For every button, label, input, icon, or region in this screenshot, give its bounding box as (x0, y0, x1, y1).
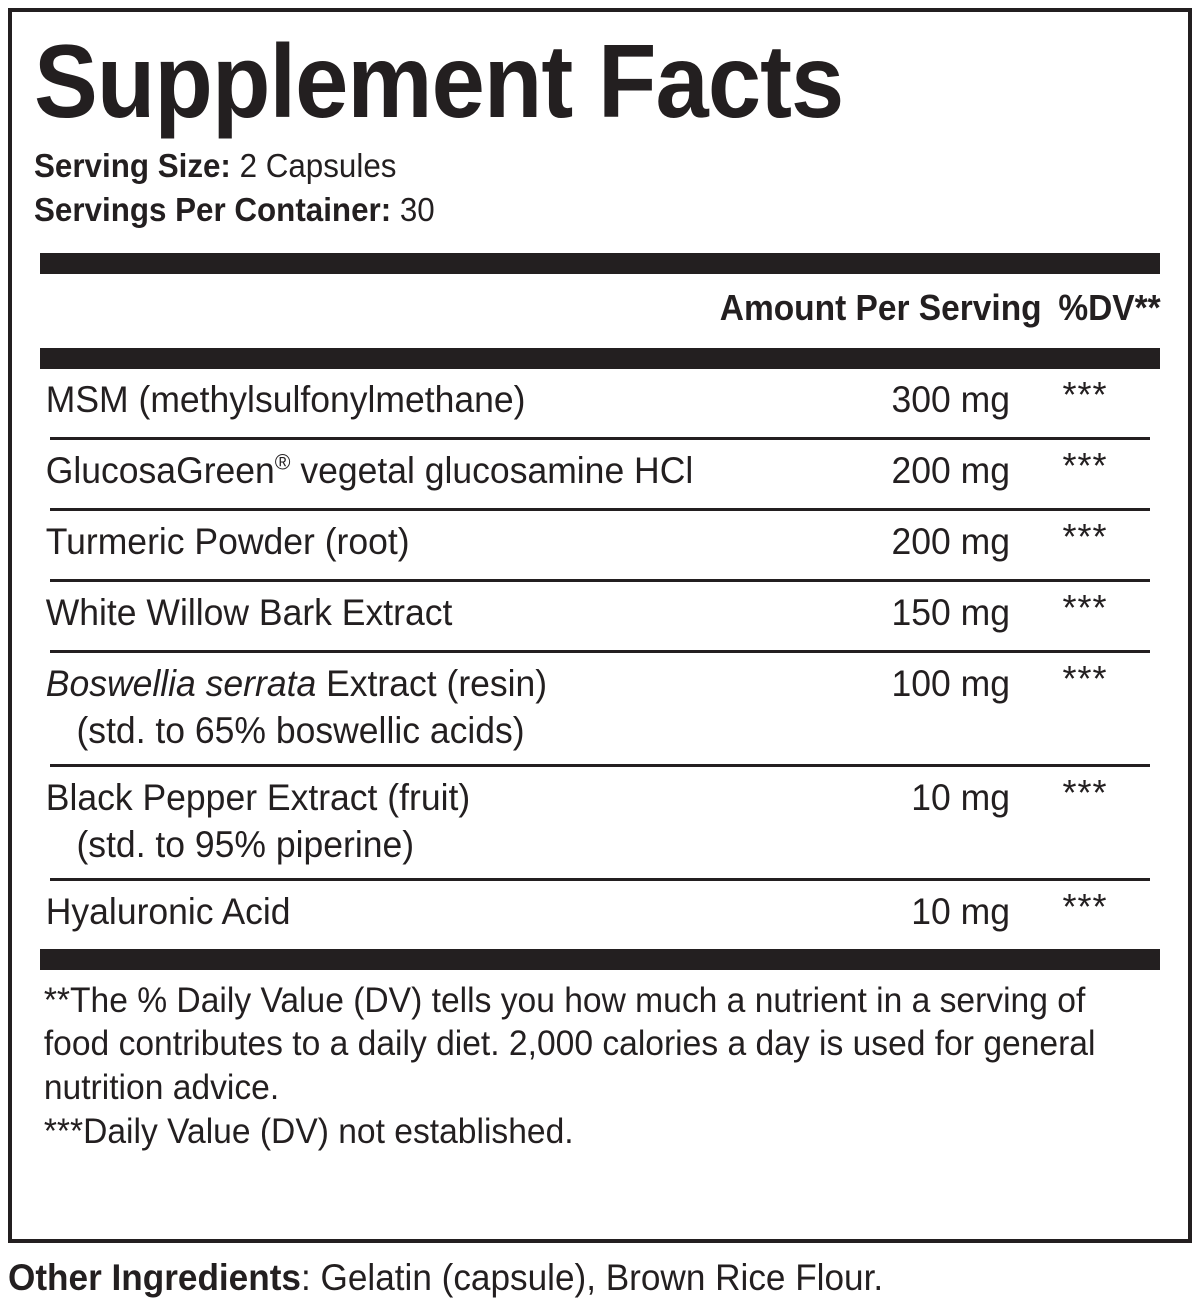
page-title: Supplement Facts (34, 24, 844, 140)
ingredient-daily-value: *** (1062, 771, 1108, 813)
row-separator (50, 508, 1150, 512)
ingredient-standardization-note: (std. to 95% piperine) (76, 824, 415, 866)
ingredient-daily-value: *** (1062, 658, 1108, 700)
footnote-daily-value: **The % Daily Value (DV) tells you how m… (43, 980, 1096, 1108)
row-separator (50, 763, 1150, 767)
ingredient-name-italic: Boswellia serrata (45, 663, 317, 705)
ingredient-daily-value: *** (1062, 885, 1108, 927)
divider-bar-middle (40, 348, 1160, 370)
row-separator (50, 650, 1150, 654)
ingredient-name: GlucosaGreen® vegetal glucosamine HCl (40, 447, 750, 494)
ingredient-daily-value: *** (1062, 374, 1108, 416)
table-row: Black Pepper Extract (fruit) (std. to 95%… (40, 767, 1160, 878)
supplement-facts-panel: Supplement Facts Serving Size: 2 Capsule… (8, 8, 1192, 1243)
ingredient-name-text: White Willow Bark Extract (45, 592, 453, 634)
serving-size-line: Serving Size: 2 Capsules (34, 144, 1113, 188)
other-ingredients: Other Ingredients: Gelatin (capsule), Br… (8, 1256, 1133, 1300)
row-separator (50, 579, 1150, 583)
ingredient-name: Turmeric Powder (root) (40, 518, 750, 565)
ingredient-name-text: Turmeric Powder (root) (45, 521, 410, 563)
servings-per-container-label: Servings Per Container: (34, 190, 392, 228)
serving-size-label: Serving Size: (34, 147, 231, 184)
ingredient-name: Boswellia serrata Extract (resin) (std. t… (40, 660, 750, 755)
table-row: Boswellia serrata Extract (resin) (std. t… (40, 653, 1160, 764)
table-row: GlucosaGreen® vegetal glucosamine HCl 200… (40, 440, 1160, 508)
table-row: Hyaluronic Acid 10 mg *** (40, 881, 1160, 949)
ingredient-amount: 300 mg (891, 379, 1010, 421)
ingredient-daily-value: *** (1062, 587, 1108, 629)
ingredient-name-text: GlucosaGreen (45, 450, 275, 492)
registered-trademark-icon: ® (274, 449, 291, 475)
serving-info: Serving Size: 2 Capsules Servings Per Co… (30, 134, 1170, 231)
ingredient-standardization-note: (std. to 65% boswellic acids) (76, 710, 525, 752)
serving-size-value: 2 Capsules (239, 147, 397, 184)
ingredient-name: MSM (methylsulfonylmethane) (40, 376, 750, 423)
column-header-daily-value: %DV** (1058, 287, 1161, 329)
ingredient-daily-value: *** (1062, 445, 1108, 487)
ingredient-amount: 10 mg (911, 890, 1010, 932)
ingredient-name-text: Black Pepper Extract (fruit) (45, 776, 471, 818)
other-ingredients-value: : Gelatin (capsule), Brown Rice Flour. (300, 1257, 884, 1298)
ingredient-name-text: MSM (methylsulfonylmethane) (45, 379, 526, 421)
ingredient-amount: 200 mg (891, 521, 1010, 563)
ingredient-name-suffix: vegetal glucosamine HCl (290, 450, 694, 492)
table-row: Turmeric Powder (root) 200 mg *** (40, 511, 1160, 579)
divider-bar-top (40, 253, 1160, 275)
row-separator (50, 877, 1150, 881)
column-header-amount: Amount Per Serving (719, 287, 1042, 329)
table-row: MSM (methylsulfonylmethane) 300 mg *** (40, 369, 1160, 437)
ingredient-name-text: Hyaluronic Acid (45, 890, 291, 932)
table-row: White Willow Bark Extract 150 mg *** (40, 582, 1160, 650)
ingredient-name: Hyaluronic Acid (40, 888, 750, 935)
other-ingredients-label: Other Ingredients (8, 1257, 301, 1298)
column-header-row: Amount Per Serving %DV** (110, 274, 1170, 338)
servings-per-container-line: Servings Per Container: 30 (34, 188, 1113, 232)
row-separator (50, 437, 1150, 441)
servings-per-container-value: 30 (399, 190, 435, 228)
ingredient-daily-value: *** (1062, 516, 1108, 558)
ingredient-amount: 200 mg (891, 450, 1010, 492)
ingredient-name: White Willow Bark Extract (40, 589, 750, 636)
footnotes: **The % Daily Value (DV) tells you how m… (40, 970, 1160, 1154)
ingredient-table: MSM (methylsulfonylmethane) 300 mg *** Gluc… (40, 369, 1160, 948)
ingredient-amount: 150 mg (891, 592, 1010, 634)
ingredient-amount: 100 mg (891, 663, 1010, 705)
ingredient-name: Black Pepper Extract (fruit) (std. to 95%… (40, 774, 750, 869)
divider-bar-bottom (40, 948, 1160, 970)
footnote-not-established: ***Daily Value (DV) not established. (43, 1111, 574, 1151)
ingredient-name-suffix: Extract (resin) (316, 663, 548, 705)
ingredient-amount: 10 mg (911, 776, 1010, 818)
